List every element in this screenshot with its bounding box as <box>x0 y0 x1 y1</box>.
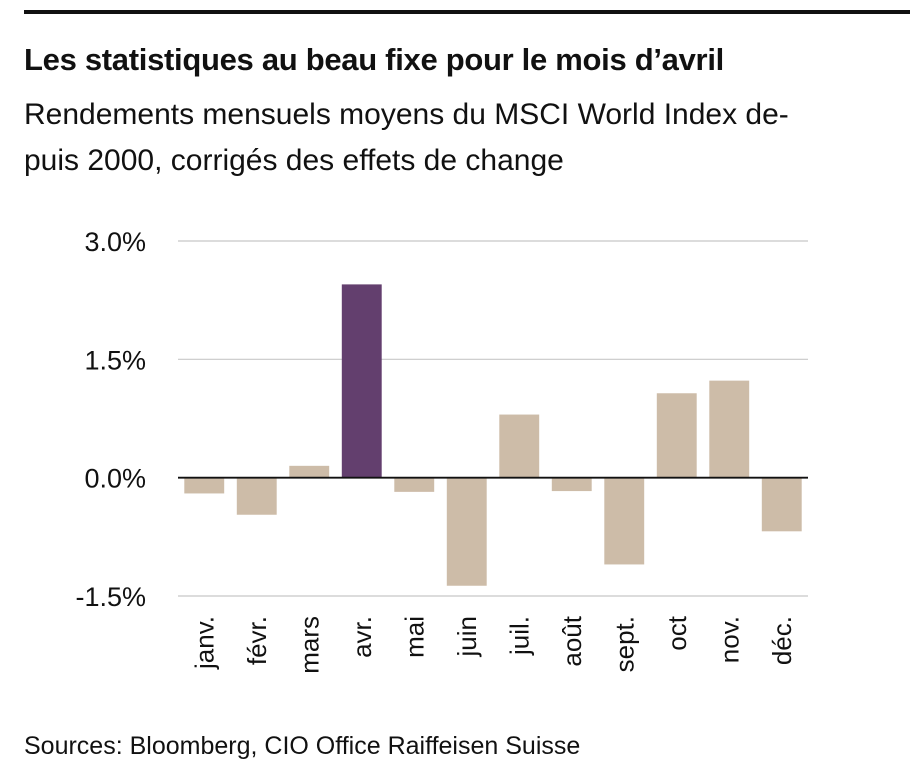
chart-subtitle: Rendements mensuels moyens du MSCI World… <box>24 92 894 184</box>
source-note: Sources: Bloomberg, CIO Office Raiffeise… <box>24 732 581 760</box>
bar-nov <box>709 380 750 478</box>
bar-mai <box>394 477 435 492</box>
bar-mars <box>289 465 330 478</box>
x-tick-label: mai <box>399 616 429 658</box>
bar-juin <box>446 477 487 586</box>
bar-janv <box>184 477 225 494</box>
y-tick-label: 0.0% <box>84 464 146 494</box>
y-tick-label: 3.0% <box>84 227 146 257</box>
x-tick-label: juin <box>452 616 482 657</box>
bar-oct <box>656 393 697 478</box>
subtitle-text: Rendements mensuels moyens du MSCI World… <box>24 98 789 177</box>
x-tick-label: déc. <box>767 616 797 665</box>
y-tick-label: -1.5% <box>75 582 146 612</box>
bar-sept <box>604 477 645 565</box>
bars <box>184 284 802 586</box>
x-axis-ticks: janv. févr. mars avr. mai juin juil. août sept. o… <box>189 615 797 674</box>
top-rule <box>24 10 910 14</box>
x-tick-label: juil. <box>504 616 534 656</box>
x-tick-label: avr. <box>347 616 377 658</box>
chart-title: Les statistiques au beau fixe pour le mo… <box>24 42 724 77</box>
bar-juil <box>499 414 540 478</box>
gridlines <box>178 240 808 597</box>
x-tick-label: août <box>557 615 587 666</box>
x-tick-label: févr. <box>242 616 272 665</box>
bar-déc <box>761 477 802 532</box>
x-tick-label: janv. <box>189 616 219 670</box>
y-axis-ticks: 3.0% 1.5% 0.0% -1.5% <box>75 227 146 612</box>
bar-févr <box>236 477 277 515</box>
x-tick-label: sept. <box>609 616 639 672</box>
bar-août <box>551 477 592 492</box>
x-tick-label: nov. <box>714 616 744 663</box>
bar-avr <box>341 284 382 478</box>
y-tick-label: 1.5% <box>84 345 146 375</box>
x-tick-label: oct <box>662 615 692 650</box>
x-tick-label: mars <box>294 616 324 674</box>
